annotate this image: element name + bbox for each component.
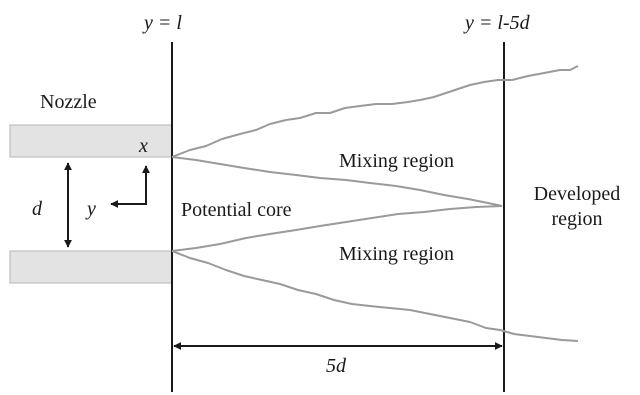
- upper-outer-shear-edge: [171, 65, 579, 158]
- developed-region-line2: region: [551, 208, 603, 230]
- nozzle-lower-wall: [9, 250, 173, 284]
- developed-region-line1: Developed: [533, 183, 621, 205]
- upper-inner-shear-edge: [171, 156, 503, 207]
- d-label: d: [32, 198, 42, 220]
- lower-outer-shear-edge: [171, 250, 579, 342]
- y-axis-label: y: [87, 198, 96, 220]
- developed-boundary-label: y = l-5d: [465, 12, 530, 34]
- nozzle-upper-wall: [9, 124, 173, 158]
- span-label: 5d: [326, 355, 346, 377]
- lower-inner-shear-edge: [171, 205, 503, 252]
- nozzle-exit-label: y = l: [144, 12, 182, 34]
- mixing-region-lower-label: Mixing region: [339, 243, 454, 265]
- potential-core-label: Potential core: [181, 199, 292, 221]
- developed-region-label: Developed region: [524, 182, 630, 232]
- x-axis-label: x: [139, 135, 148, 157]
- mixing-region-upper-label: Mixing region: [339, 150, 454, 172]
- nozzle-label: Nozzle: [40, 91, 97, 113]
